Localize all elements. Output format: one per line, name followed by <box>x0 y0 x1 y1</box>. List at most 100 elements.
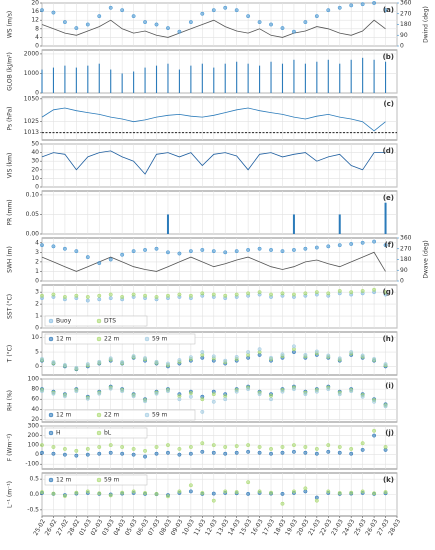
y-tick-label: 4 <box>35 34 39 41</box>
legend-marker <box>144 336 150 342</box>
plot-area <box>41 49 398 94</box>
marker <box>62 452 67 457</box>
plot-area <box>41 237 398 282</box>
marker <box>211 392 216 397</box>
y-tick-label: 1 <box>35 268 39 275</box>
marker <box>85 294 90 299</box>
marker <box>74 490 79 495</box>
marker <box>108 493 113 498</box>
marker <box>166 361 170 366</box>
marker <box>269 355 273 360</box>
marker <box>97 391 102 396</box>
y-tick-label: 0 <box>35 90 39 97</box>
marker <box>280 501 285 506</box>
marker <box>372 491 377 496</box>
legend-box <box>44 333 196 345</box>
y-axis-label: GLOB (kJ/m²) <box>7 52 14 91</box>
y-tick-label: 2 <box>35 301 39 308</box>
marker <box>131 249 136 254</box>
marker <box>372 428 377 433</box>
marker <box>372 399 377 404</box>
y-tick-label: 1025 <box>24 118 39 125</box>
marker <box>120 294 125 299</box>
marker <box>303 246 308 251</box>
plot-area <box>41 2 398 47</box>
marker <box>166 443 170 448</box>
y-axis-label: L⁻¹ (m⁻¹) <box>7 481 14 508</box>
y-tick-label: 40 <box>31 406 39 413</box>
marker <box>143 454 148 459</box>
y-tick-label: 16 <box>31 8 39 15</box>
marker <box>349 490 354 495</box>
marker <box>108 450 113 455</box>
marker <box>40 389 44 394</box>
legend-label: 59 m <box>152 412 168 419</box>
y-tick-label: 0 <box>35 363 39 370</box>
marker <box>257 445 262 449</box>
marker <box>177 358 182 363</box>
marker <box>257 450 262 455</box>
marker <box>234 490 239 494</box>
marker <box>62 20 67 25</box>
y2-tick-label: 0 <box>400 43 404 50</box>
panel-label: (h) <box>383 335 394 343</box>
marker <box>314 446 319 451</box>
marker <box>85 396 90 401</box>
panel-label: (e) <box>383 194 394 202</box>
marker <box>246 491 251 496</box>
marker <box>291 489 296 494</box>
marker <box>177 452 182 457</box>
legend-box <box>44 427 148 439</box>
legend-label: 22 m <box>104 336 120 343</box>
marker <box>314 290 319 295</box>
marker <box>246 443 251 448</box>
marker <box>200 449 205 454</box>
marker <box>257 392 262 397</box>
marker <box>372 433 377 438</box>
marker <box>246 449 251 454</box>
marker <box>97 14 102 19</box>
y-tick-label: 0.5 <box>29 476 39 483</box>
marker <box>303 352 308 357</box>
y2-tick-label: 270 <box>400 10 412 17</box>
marker <box>97 293 102 298</box>
marker <box>200 491 205 495</box>
legend-marker <box>48 412 54 418</box>
marker <box>131 292 136 297</box>
marker <box>303 291 308 296</box>
marker <box>349 3 354 8</box>
marker <box>257 246 262 251</box>
marker <box>85 489 90 494</box>
marker <box>291 443 296 448</box>
marker <box>280 291 285 296</box>
y-tick-label: 2000 <box>24 50 39 57</box>
marker <box>74 249 79 254</box>
marker <box>62 394 67 399</box>
marker <box>337 392 342 397</box>
marker <box>188 451 193 456</box>
marker <box>360 353 365 358</box>
marker <box>269 490 273 495</box>
marker <box>383 404 388 409</box>
y-tick-label: 1013 <box>24 129 39 136</box>
marker <box>40 293 44 298</box>
marker <box>143 448 148 453</box>
marker <box>337 491 342 495</box>
marker <box>120 445 125 449</box>
y-tick-label: 0 <box>35 278 39 285</box>
marker <box>120 451 125 456</box>
y-tick-label: -100 <box>25 461 39 468</box>
marker <box>51 292 56 297</box>
marker <box>223 293 228 298</box>
marker <box>143 399 148 404</box>
marker <box>223 451 228 456</box>
plot-area <box>41 143 398 188</box>
marker <box>85 22 90 27</box>
marker <box>246 387 251 392</box>
marker <box>314 245 319 250</box>
marker <box>257 20 262 25</box>
marker <box>269 451 273 456</box>
marker <box>40 356 44 361</box>
marker <box>372 356 377 361</box>
